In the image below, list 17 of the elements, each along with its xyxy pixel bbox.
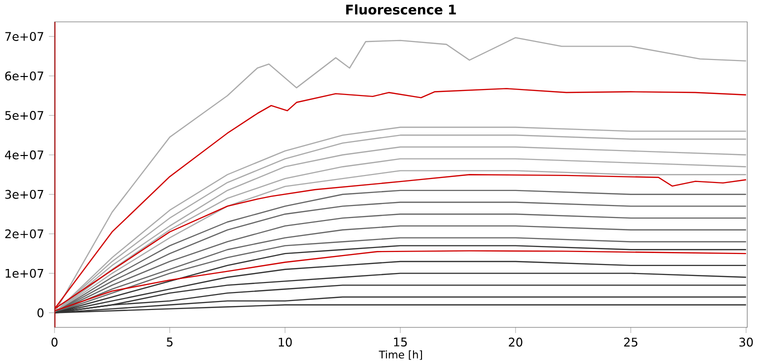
y-tick-label: 1e+07: [6, 268, 44, 278]
x-tick-label: 20: [508, 338, 522, 347]
x-tick-label: 5: [166, 338, 173, 346]
y-tick-label: 3e+07: [5, 190, 44, 199]
y-tick-label: 6e+07: [5, 71, 44, 80]
x-tick-label: 10: [278, 338, 292, 347]
x-tick-label: 0: [52, 338, 58, 347]
x-tick-label: 15: [394, 338, 407, 346]
y-tick-label: 4e+07: [4, 150, 44, 160]
y-tick-label: 2e+07: [5, 229, 44, 238]
x-axis-title: Time [h]: [378, 350, 422, 360]
y-tick-label: 0: [37, 308, 44, 318]
chart-title: Fluorescence 1: [346, 4, 456, 14]
y-tick-label: 7e+07: [5, 32, 44, 41]
x-tick-label: 25: [624, 338, 638, 347]
y-tick-label: 5e+07: [5, 110, 44, 120]
x-tick-label: 30: [739, 338, 753, 347]
